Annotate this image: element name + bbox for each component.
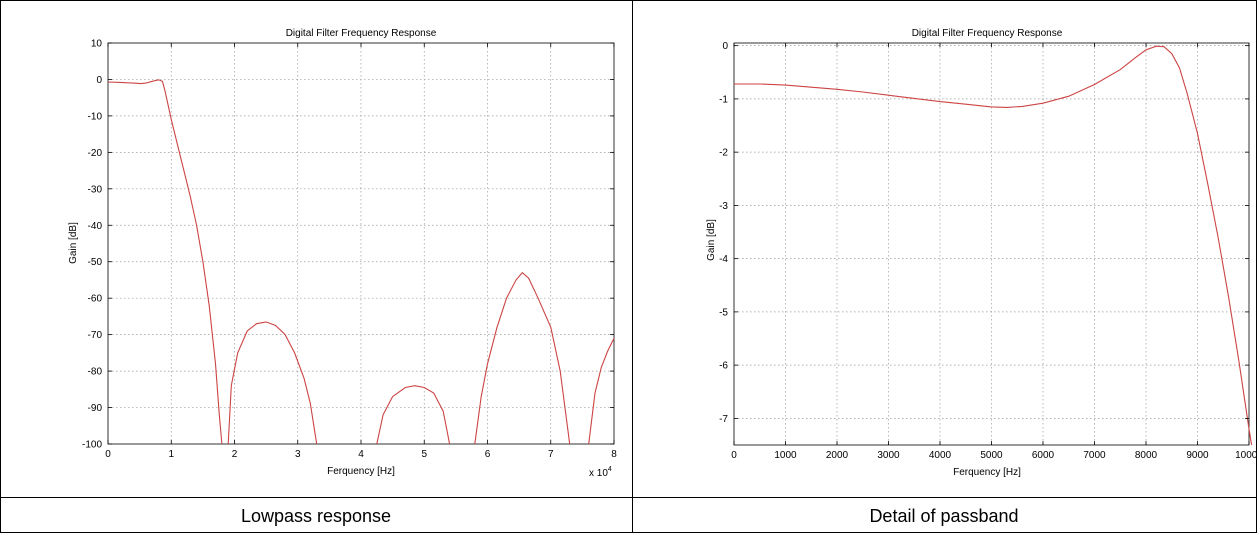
- y-tick-label: -3: [719, 201, 728, 212]
- axis-ticks: 0 1000 2000 3000 4000 5000 6000 7000 8000 9000 100…: [719, 41, 1257, 461]
- y-tick-label: -40: [88, 221, 103, 232]
- y-tick-label: -30: [88, 184, 103, 195]
- x-tick-label: 0: [731, 450, 737, 461]
- x-axis-multiplier: x 104: [589, 466, 612, 479]
- series-line-segment: [588, 338, 615, 445]
- x-axis-label: Ferquency [Hz]: [953, 467, 1021, 478]
- x-axis-label: Ferquency [Hz]: [327, 466, 395, 477]
- chart-title: Digital Filter Frequency Response: [912, 28, 1063, 39]
- x-tick-label: 7: [548, 449, 554, 460]
- series-line-segment: [734, 45, 1253, 446]
- y-axis-label: Gain [dB]: [706, 219, 717, 261]
- x-tick-label: 7000: [1083, 450, 1106, 461]
- y-tick-label: 0: [96, 75, 102, 86]
- y-tick-label: -5: [719, 307, 728, 318]
- series-line-segment: [107, 79, 223, 445]
- series-line-segment: [474, 271, 571, 445]
- x-tick-label: 9000: [1186, 450, 1209, 461]
- chart-title: Digital Filter Frequency Response: [286, 28, 437, 39]
- x-tick-label: 8000: [1135, 450, 1158, 461]
- x-tick-label: 3: [295, 449, 301, 460]
- x-tick-label: 2000: [826, 450, 849, 461]
- y-tick-label: 10: [91, 39, 103, 50]
- x-tick-label: 2: [232, 449, 238, 460]
- x-tick-label: 5000: [980, 450, 1003, 461]
- y-tick-label: -20: [88, 148, 103, 159]
- caption-passband-detail: Detail of passband: [869, 506, 1018, 526]
- grid-lines: [108, 43, 614, 444]
- series-line-segment: [227, 321, 318, 445]
- y-tick-label: -50: [88, 257, 103, 268]
- passband-detail-chart: 0 1000 2000 3000 4000 5000 6000 7000 8000 9000 100…: [706, 28, 1257, 478]
- y-tick-label: -4: [719, 254, 728, 265]
- y-tick-label: -90: [88, 403, 103, 414]
- x-tick-label: 5: [421, 449, 427, 460]
- x-tick-label: 3000: [877, 450, 900, 461]
- x-tick-label: 0: [105, 449, 111, 460]
- x-tick-label: 1: [168, 449, 174, 460]
- y-tick-label: -2: [719, 148, 728, 159]
- caption-lowpass-response: Lowpass response: [241, 506, 391, 526]
- series-curves: [734, 45, 1253, 446]
- x-tick-label: 4000: [929, 450, 952, 461]
- x-tick-label: 4: [358, 449, 364, 460]
- lowpass-response-chart: 0 1 2 3 4 5 6 7 8 10 0 -10 -20 -30 -40 -50 -60 -70 -80 -90 -…: [68, 28, 617, 479]
- x-tick-label: 1000: [774, 450, 797, 461]
- y-tick-label: 0: [722, 41, 728, 52]
- y-tick-label: -6: [719, 361, 728, 372]
- series-curves: [107, 79, 615, 445]
- series-line-segment: [376, 385, 451, 445]
- y-tick-label: -60: [88, 294, 103, 305]
- y-tick-label: -1: [719, 94, 728, 105]
- y-axis-label: Gain [dB]: [68, 222, 79, 264]
- y-tick-label: -7: [719, 414, 728, 425]
- y-tick-label: -10: [88, 111, 103, 122]
- x-tick-label: 6: [485, 449, 491, 460]
- y-tick-label: -70: [88, 330, 103, 341]
- y-tick-label: -80: [88, 367, 103, 378]
- axis-ticks: 0 1 2 3 4 5 6 7 8 10 0 -10 -20 -30 -40 -50 -60 -70 -80 -90 -…: [82, 39, 617, 461]
- x-tick-label: 6000: [1032, 450, 1055, 461]
- x-tick-label: 8: [611, 449, 617, 460]
- y-tick-label: -100: [82, 440, 102, 451]
